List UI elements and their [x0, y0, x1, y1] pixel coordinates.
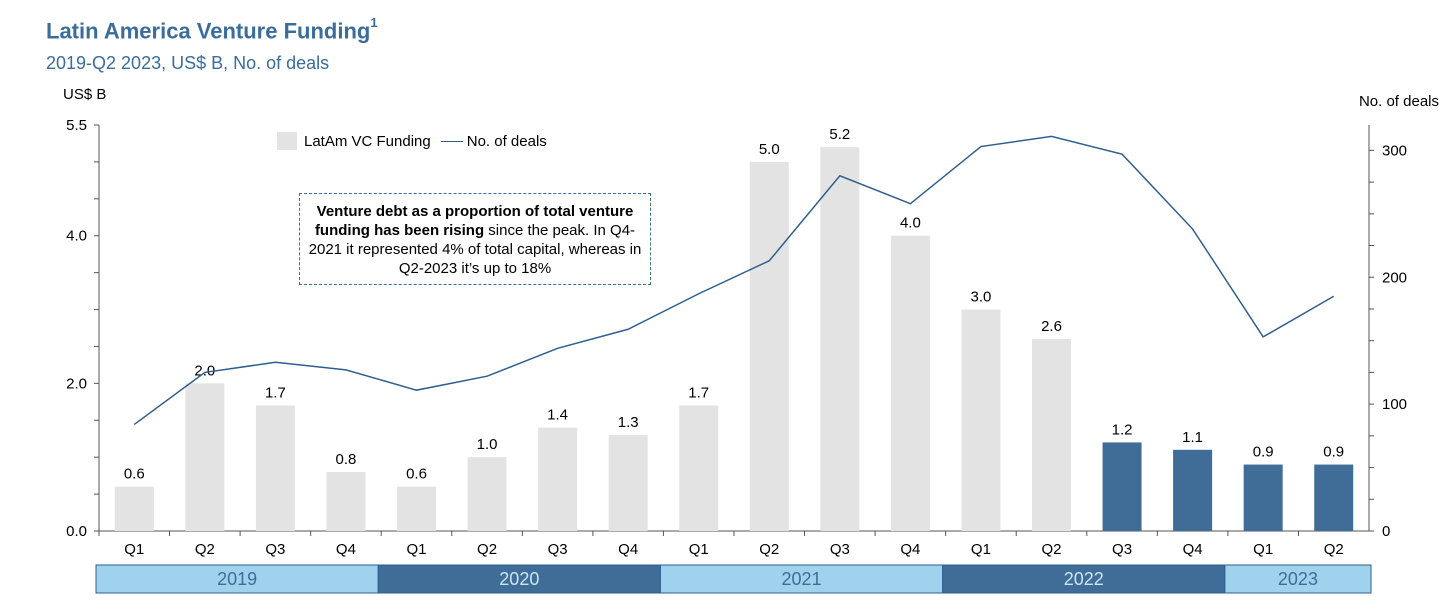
bar [679, 405, 719, 531]
bar-value-label: 0.6 [124, 466, 145, 483]
bar [820, 147, 860, 532]
legend-line-label: No. of deals [466, 132, 547, 150]
year-band-label: 2023 [1278, 569, 1318, 589]
bar [1102, 442, 1142, 531]
bar [1032, 339, 1071, 531]
bar [467, 457, 507, 531]
legend: LatAm VC Funding No. of deals [277, 132, 547, 150]
bar-value-label: 1.1 [1182, 429, 1203, 446]
year-band-label: 2021 [782, 569, 822, 589]
bar-value-label: 1.4 [547, 407, 568, 424]
x-tick-label: Q3 [548, 541, 568, 558]
x-tick-label: Q3 [830, 541, 850, 558]
x-tick-label: Q1 [406, 541, 426, 558]
bar [326, 471, 366, 531]
bar-value-label: 0.8 [336, 451, 357, 468]
x-tick-label: Q1 [1253, 541, 1273, 558]
bar [1314, 464, 1354, 531]
year-band-label: 2019 [217, 569, 257, 589]
y-axis-right-title: No. of deals [1358, 93, 1439, 110]
x-tick-label: Q4 [1183, 541, 1203, 558]
bar-value-label: 0.6 [406, 466, 427, 483]
bar-value-label: 0.9 [1323, 444, 1344, 461]
bar-value-label: 4.0 [900, 215, 921, 232]
y-left-tick-label: 0.0 [66, 523, 87, 540]
x-tick-label: Q2 [759, 541, 779, 558]
chart-title: Latin America Venture Funding1 [46, 15, 378, 44]
chart-subtitle: 2019-Q2 2023, US$ B, No. of deals [46, 53, 330, 73]
x-tick-label: Q3 [1112, 541, 1132, 558]
legend-line-swatch [440, 140, 463, 142]
bar [255, 405, 295, 531]
x-tick-label: Q2 [195, 541, 215, 558]
bar-value-label: 2.6 [1041, 318, 1062, 335]
annotation-box: Venture debt as a proportion of total ve… [299, 193, 651, 285]
year-band-label: 2022 [1064, 569, 1104, 589]
y-right-tick-label: 300 [1382, 142, 1407, 159]
year-band [95, 564, 379, 594]
y-right-tick-label: 100 [1382, 396, 1407, 413]
bar-value-label: 2.0 [194, 362, 215, 379]
y-right-tick-label: 200 [1382, 269, 1407, 286]
bar-value-label: 1.7 [265, 385, 286, 402]
bar-value-label: 5.0 [759, 141, 780, 158]
bar [749, 161, 789, 531]
bar-value-label: 1.3 [618, 414, 639, 431]
year-band [1224, 564, 1372, 594]
bar-value-label: 0.9 [1253, 444, 1274, 461]
x-tick-label: Q3 [265, 541, 285, 558]
bar-value-label: 3.0 [971, 289, 992, 306]
x-tick-label: Q2 [1041, 541, 1061, 558]
legend-bar-label: LatAm VC Funding [304, 132, 431, 150]
bar-value-label: 1.2 [1112, 421, 1133, 438]
bar [961, 309, 1001, 531]
bar [1173, 449, 1213, 531]
legend-bar-swatch [277, 132, 297, 150]
bar [1243, 464, 1283, 531]
y-right-tick-label: 0 [1382, 523, 1390, 540]
bar [397, 486, 436, 531]
x-tick-label: Q1 [971, 541, 991, 558]
x-tick-label: Q2 [1324, 541, 1344, 558]
x-tick-label: Q2 [477, 541, 497, 558]
bar-value-label: 1.7 [688, 385, 709, 402]
bar [608, 435, 648, 531]
bar-value-label: 1.0 [477, 436, 498, 453]
x-tick-label: Q4 [900, 541, 920, 558]
y-left-tick-label: 2.0 [66, 375, 87, 392]
y-left-tick-label: 5.5 [66, 117, 87, 134]
bar [185, 383, 225, 531]
year-band [659, 564, 944, 594]
annotation-text: since the peak. In Q4-2021 it represente… [308, 222, 642, 277]
bar-value-label: 5.2 [829, 126, 850, 143]
x-tick-label: Q1 [124, 541, 144, 558]
x-tick-label: Q4 [336, 541, 356, 558]
deals-line [133, 135, 1335, 426]
annotation-bold: Venture debt as a proportion of total ve… [314, 203, 634, 239]
bar [114, 486, 154, 531]
y-left-tick-label: 4.0 [66, 228, 87, 245]
year-band-label: 2020 [499, 569, 539, 589]
title-footnote-mark: 1 [370, 15, 378, 30]
x-tick-label: Q1 [689, 541, 709, 558]
bar [538, 427, 578, 531]
bar [890, 235, 930, 531]
x-tick-label: Q4 [618, 541, 638, 558]
y-axis-left-title: US$ B [63, 86, 107, 103]
year-band [942, 564, 1226, 594]
